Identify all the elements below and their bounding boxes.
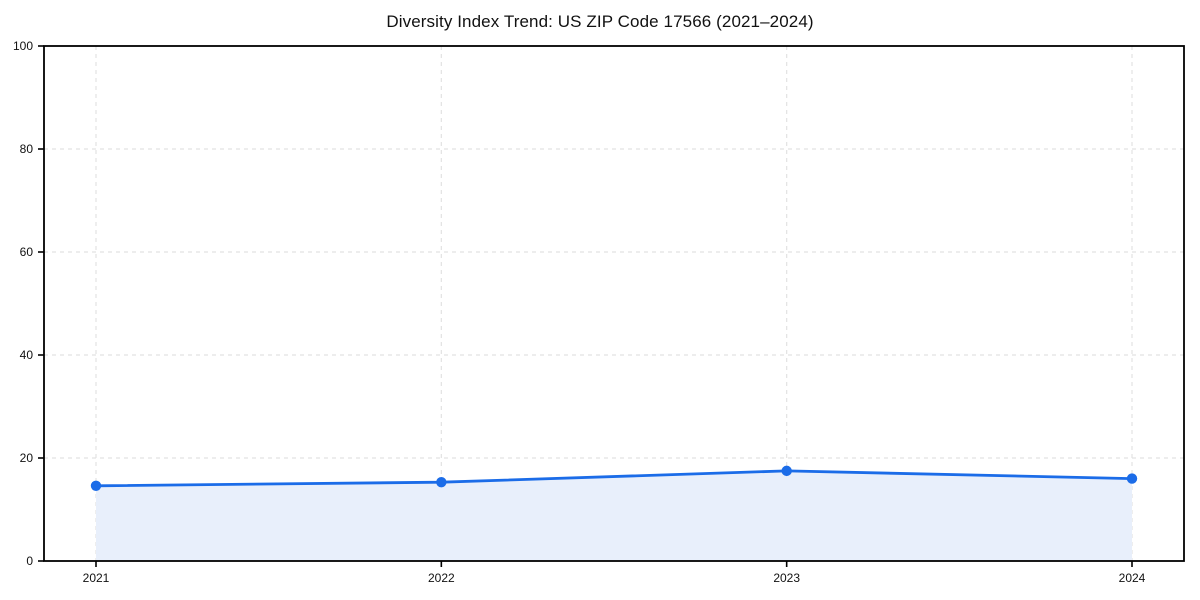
area-fill bbox=[96, 470, 1132, 561]
y-tick-label: 0 bbox=[26, 554, 33, 568]
data-point-2024 bbox=[1126, 473, 1138, 484]
y-tick-label: 40 bbox=[20, 348, 34, 362]
trend-line bbox=[94, 469, 1134, 488]
data-point-2021 bbox=[90, 480, 102, 492]
data-point-2023 bbox=[781, 465, 792, 477]
x-tick-label: 2022 bbox=[428, 571, 455, 585]
y-tick-label: 20 bbox=[20, 451, 34, 465]
chart-title: Diversity Index Trend: US ZIP Code 17566… bbox=[386, 12, 814, 31]
data-point-2022 bbox=[436, 477, 447, 488]
x-tick-label: 2021 bbox=[83, 571, 110, 585]
plot-border bbox=[43, 45, 1185, 562]
x-tick-label: 2024 bbox=[1119, 571, 1146, 585]
x-tick-label: 2023 bbox=[773, 571, 800, 585]
y-tick-label: 100 bbox=[13, 39, 33, 53]
y-tick-label: 60 bbox=[20, 245, 34, 259]
y-tick-label: 80 bbox=[20, 142, 34, 156]
